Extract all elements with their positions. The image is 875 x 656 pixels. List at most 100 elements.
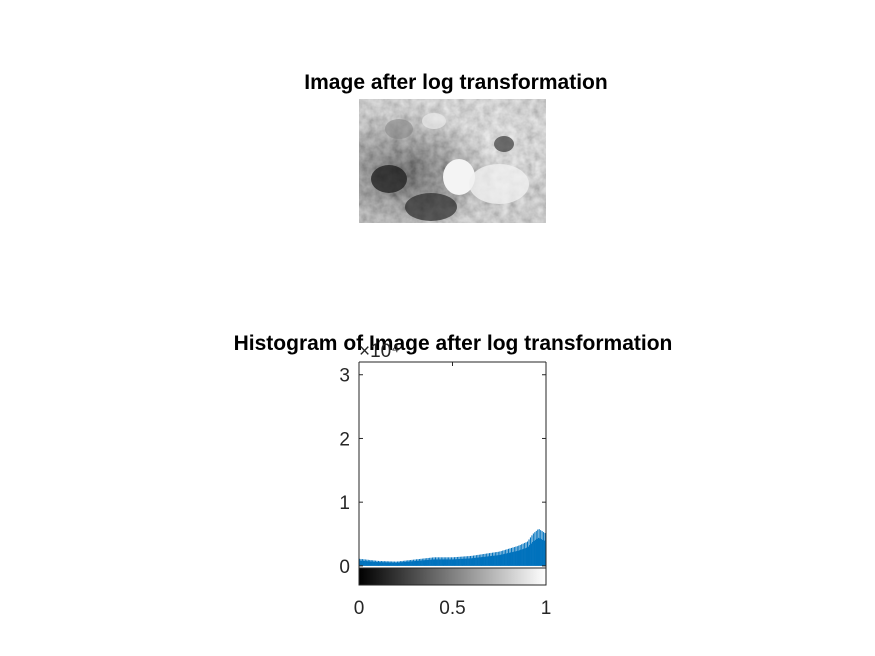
histogram-bar	[533, 540, 535, 566]
histogram-bar	[470, 558, 472, 566]
histogram-bar	[445, 557, 447, 566]
histogram-bar	[418, 558, 420, 566]
histogram-bar	[491, 552, 493, 566]
histogram-bar	[523, 548, 525, 566]
histogram-bar	[543, 532, 545, 566]
x-tick-label: 0.5	[439, 598, 465, 619]
histogram-bar	[472, 555, 474, 566]
histogram-bar	[480, 554, 482, 566]
histogram-bar	[366, 559, 368, 566]
histogram-bar	[536, 538, 538, 566]
histogram-bar	[544, 533, 546, 566]
histogram-bar	[469, 558, 471, 566]
histogram-bar	[429, 557, 431, 566]
histogram-bar	[391, 561, 393, 566]
histogram-bar	[439, 557, 441, 566]
histogram-bar	[497, 551, 499, 566]
histogram-bar	[526, 547, 528, 566]
y-tick-label: 2	[339, 429, 350, 450]
x-tick-label: 0	[354, 598, 365, 619]
histogram-bar	[413, 559, 415, 566]
histogram-bar	[537, 537, 539, 566]
histogram-bar	[453, 559, 455, 566]
histogram-bar	[437, 559, 439, 566]
histogram-bar	[363, 559, 365, 566]
histogram-bar	[388, 561, 390, 566]
histogram-bar	[421, 560, 423, 566]
histogram-bar	[445, 559, 447, 566]
histogram-bar	[507, 553, 509, 566]
histogram-bar	[519, 544, 521, 566]
histogram-bar	[369, 559, 371, 566]
histogram-bar	[448, 559, 450, 566]
histogram-bar	[377, 562, 379, 566]
histogram-bar	[380, 562, 382, 566]
histogram-bar	[369, 561, 371, 566]
histogram-bar	[371, 561, 373, 566]
histogram-bar	[402, 560, 404, 566]
histogram-bar	[463, 558, 465, 566]
histogram-bar	[415, 559, 418, 566]
histogram-bar	[524, 542, 526, 566]
histogram-bar	[360, 558, 362, 566]
histogram-bar	[492, 555, 494, 566]
histogram-bar	[372, 560, 374, 566]
histogram-bar	[477, 554, 479, 566]
histogram-bar	[535, 530, 537, 566]
histogram-bar	[436, 557, 438, 566]
histogram-bar	[425, 560, 427, 566]
histogram-bar	[416, 560, 418, 566]
histogram-bar	[518, 550, 520, 566]
histogram-bar	[361, 559, 363, 566]
image-title: Image after log transformation	[304, 71, 608, 94]
histogram-bar	[483, 556, 485, 566]
histogram-bar	[537, 529, 539, 566]
histogram-bar	[432, 557, 434, 566]
histogram-bar	[386, 561, 388, 566]
y-tick-label: 0	[339, 557, 350, 578]
histogram-bar	[409, 561, 411, 566]
histogram-bar	[459, 556, 461, 566]
histogram-bar	[423, 558, 425, 566]
histogram-bar	[488, 556, 490, 566]
histogram-bar	[466, 558, 468, 566]
histogram-bar	[484, 553, 486, 566]
histogram-bar	[395, 561, 397, 566]
histogram-bar	[455, 557, 457, 566]
histogram-bar	[400, 562, 402, 566]
histogram-bar	[472, 558, 474, 566]
histogram-bar	[509, 548, 511, 566]
histogram-bar	[424, 560, 426, 566]
histogram-bar	[403, 561, 405, 566]
transformed-image	[359, 99, 546, 223]
histogram-bar	[500, 551, 502, 566]
histogram-bar	[418, 560, 420, 566]
histogram-bar	[392, 561, 394, 566]
histogram-bar	[496, 552, 498, 566]
histogram-bar	[464, 556, 466, 566]
histogram-bar	[427, 557, 429, 566]
histogram-bar	[473, 557, 475, 566]
histogram-bar	[413, 561, 415, 566]
histogram-bar	[529, 537, 531, 566]
histogram-bar	[494, 552, 496, 566]
histogram-bar	[435, 559, 437, 566]
histogram-bar	[499, 554, 502, 566]
histogram-bar	[420, 558, 422, 566]
histogram-bar	[422, 560, 424, 566]
histogram-bar	[431, 559, 433, 566]
histogram-bar	[381, 562, 383, 566]
histogram-bar	[367, 559, 369, 566]
histogram-bar	[428, 559, 430, 566]
colorbar	[358, 567, 547, 586]
y-tick-label: 1	[339, 493, 350, 514]
histogram-bar	[414, 559, 416, 566]
histogram-bar	[459, 558, 461, 566]
histogram-bar	[489, 553, 491, 566]
histogram-bar	[389, 561, 391, 566]
histogram-bar	[529, 545, 531, 566]
y-exponent-label: ×10⁴	[359, 341, 399, 362]
histogram-bar	[516, 551, 518, 566]
histogram-bar	[434, 559, 436, 566]
histogram-bar	[440, 559, 442, 566]
